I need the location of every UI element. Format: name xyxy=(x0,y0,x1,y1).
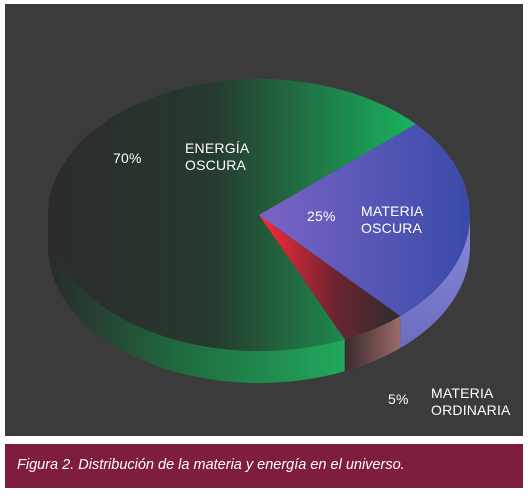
ordinary-matter-label-line2: ORDINARIA xyxy=(431,402,511,418)
figure-caption: Figura 2. Distribución de la materia y e… xyxy=(17,457,405,473)
dark-matter-label-line2: OSCURA xyxy=(361,220,423,236)
pie-slices xyxy=(48,79,470,352)
ordinary-matter-percent: 5% xyxy=(388,391,409,407)
ordinary-matter-side xyxy=(344,316,401,372)
dark-matter-side xyxy=(400,215,470,349)
dark-energy-label-line2: OSCURA xyxy=(185,157,247,173)
dark-energy-label: ENERGÍA OSCURA xyxy=(185,140,249,174)
pie-chart xyxy=(48,79,470,383)
dark-energy-side xyxy=(48,215,345,383)
ordinary-matter-label: MATERIA ORDINARIA xyxy=(431,385,511,419)
chart-panel: 70% ENERGÍA OSCURA 25% MATERIA OSCURA 5%… xyxy=(5,4,523,436)
caption-bar: Figura 2. Distribución de la materia y e… xyxy=(5,444,523,488)
ordinary-matter-slice xyxy=(259,215,401,340)
dark-energy-percent: 70% xyxy=(113,150,142,166)
dark-energy-slice xyxy=(48,79,416,352)
dark-matter-label: MATERIA OSCURA xyxy=(361,203,424,237)
ordinary-matter-label-line1: MATERIA xyxy=(431,385,494,401)
dark-matter-label-line1: MATERIA xyxy=(361,203,424,219)
dark-matter-slice xyxy=(259,123,470,317)
dark-energy-label-line1: ENERGÍA xyxy=(185,140,250,156)
dark-matter-percent: 25% xyxy=(307,208,336,224)
pie-side-walls xyxy=(48,215,470,383)
